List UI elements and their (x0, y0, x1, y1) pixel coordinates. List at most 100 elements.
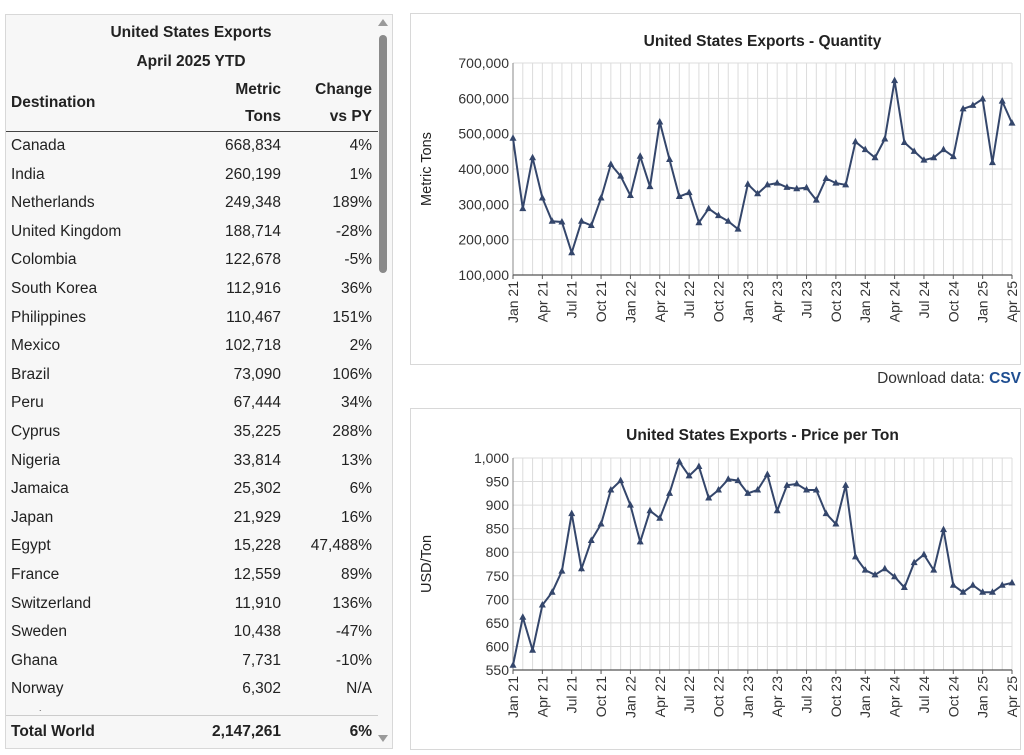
data-point (959, 588, 967, 595)
tons-cell: 12,559 (233, 566, 281, 583)
total-change: 6% (349, 723, 372, 740)
data-point (636, 152, 644, 159)
data-point (803, 183, 811, 191)
data-point (626, 501, 634, 508)
data-point (714, 486, 722, 493)
table-row[interactable]: India 260,199 1% (6, 160, 378, 189)
data-point (724, 475, 732, 482)
data-point (538, 600, 546, 608)
data-point (734, 476, 742, 484)
y-tick-label: 1,000 (474, 450, 509, 466)
table-row[interactable]: Mexico 102,718 2% (6, 331, 378, 360)
col-header-tons-line1[interactable]: Metric (235, 81, 281, 98)
table-row[interactable]: Spain 4,986 -76% (6, 703, 378, 711)
y-tick-label: 850 (486, 521, 510, 537)
table-row[interactable]: France 12,559 89% (6, 560, 378, 589)
table-row[interactable]: Peru 67,444 34% (6, 388, 378, 417)
table-row[interactable]: Egypt 15,228 47,488% (6, 531, 378, 560)
total-tons: 2,147,261 (212, 723, 281, 740)
destination-cell: Spain (11, 709, 51, 711)
data-point (548, 217, 556, 224)
data-point (656, 118, 664, 125)
table-row[interactable]: Colombia 122,678 -5% (6, 245, 378, 274)
scroll-up-arrow-icon[interactable] (378, 19, 388, 26)
data-point (979, 588, 987, 595)
x-tick-label: Oct 22 (710, 281, 726, 322)
table-row[interactable]: Netherlands 249,348 189% (6, 188, 378, 217)
x-tick-label: Oct 23 (828, 676, 844, 717)
change-cell: 4% (349, 137, 372, 154)
data-point (881, 564, 889, 572)
data-point (695, 218, 703, 226)
tons-cell: 102,718 (224, 337, 281, 355)
download-csv-link[interactable]: CSV (989, 370, 1021, 387)
col-header-change-line1[interactable]: Change (315, 81, 372, 98)
destination-cell: Cyprus (11, 423, 61, 440)
destination-cell: Brazil (11, 365, 50, 383)
table-row[interactable]: Ghana 7,731 -10% (6, 646, 378, 675)
data-point (842, 481, 850, 488)
data-point (744, 180, 752, 187)
col-header-tons-line2[interactable]: Tons (245, 108, 281, 125)
x-tick-label: Apr 23 (769, 676, 785, 717)
table-row[interactable]: Japan 21,929 16% (6, 503, 378, 532)
data-point (617, 476, 625, 484)
data-point (597, 193, 605, 201)
table-row[interactable]: Nigeria 33,814 13% (6, 446, 378, 475)
data-point (714, 211, 722, 219)
tons-cell: 67,444 (233, 394, 281, 412)
exports-table-panel: United States Exports April 2025 YTD Des… (5, 14, 393, 749)
destination-cell: Jamaica (11, 480, 69, 498)
change-cell: 136% (332, 594, 372, 612)
data-point (509, 661, 517, 668)
x-tick-label: Oct 23 (828, 281, 844, 322)
data-point (930, 566, 938, 573)
table-row[interactable]: Cyprus 35,225 288% (6, 417, 378, 446)
table-row[interactable]: Sweden 10,438 -47% (6, 617, 378, 646)
tons-cell: 188,714 (224, 222, 281, 240)
x-tick-label: Jul 22 (681, 281, 697, 319)
data-point (519, 204, 527, 212)
table-row[interactable]: Jamaica 25,302 6% (6, 474, 378, 503)
data-point (754, 486, 762, 493)
change-cell: -76% (336, 709, 372, 711)
change-cell: -28% (335, 222, 372, 240)
destination-cell: Norway (11, 680, 64, 698)
col-header-change-line2[interactable]: vs PY (329, 108, 372, 125)
change-cell: 1% (349, 165, 372, 183)
x-tick-label: Apr 22 (652, 281, 668, 322)
table-row[interactable]: Switzerland 11,910 136% (6, 589, 378, 618)
table-row[interactable]: South Korea 112,916 36% (6, 274, 378, 303)
data-point (529, 153, 537, 161)
table-row[interactable]: Philippines 110,467 151% (6, 303, 378, 332)
data-point (940, 525, 948, 533)
change-cell: 34% (340, 394, 372, 412)
col-header-destination[interactable]: Destination (11, 94, 96, 111)
data-point (812, 196, 820, 203)
data-point (891, 572, 899, 580)
x-tick-label: Oct 21 (593, 676, 609, 717)
y-tick-label: 900 (486, 497, 510, 513)
x-tick-label: Jan 23 (740, 676, 756, 718)
x-tick-label: Jan 24 (857, 676, 873, 718)
change-cell: -5% (344, 251, 372, 269)
data-point (617, 172, 625, 179)
quantity-chart-box: United States Exports - Quantity 100,000 2… (410, 13, 1021, 365)
download-label: Download data: (877, 370, 985, 387)
scrollbar-thumb[interactable] (379, 35, 387, 273)
data-point (988, 588, 996, 595)
table-row[interactable]: Brazil 73,090 106% (6, 360, 378, 389)
change-cell: N/A (346, 680, 372, 698)
y-axis-label: Metric Tons (419, 132, 435, 206)
scroll-down-arrow-icon[interactable] (378, 735, 388, 742)
x-tick-label: Jul 21 (564, 281, 580, 319)
table-row[interactable]: Norway 6,302 N/A (6, 674, 378, 703)
destination-cell: Egypt (11, 537, 51, 555)
change-cell: -47% (335, 623, 372, 641)
data-point (577, 564, 585, 572)
tons-cell: 260,199 (224, 165, 281, 183)
table-row[interactable]: Canada 668,834 4% (6, 131, 378, 160)
data-point (666, 155, 674, 162)
tons-cell: 4,986 (242, 709, 281, 711)
table-row[interactable]: United Kingdom 188,714 -28% (6, 217, 378, 246)
